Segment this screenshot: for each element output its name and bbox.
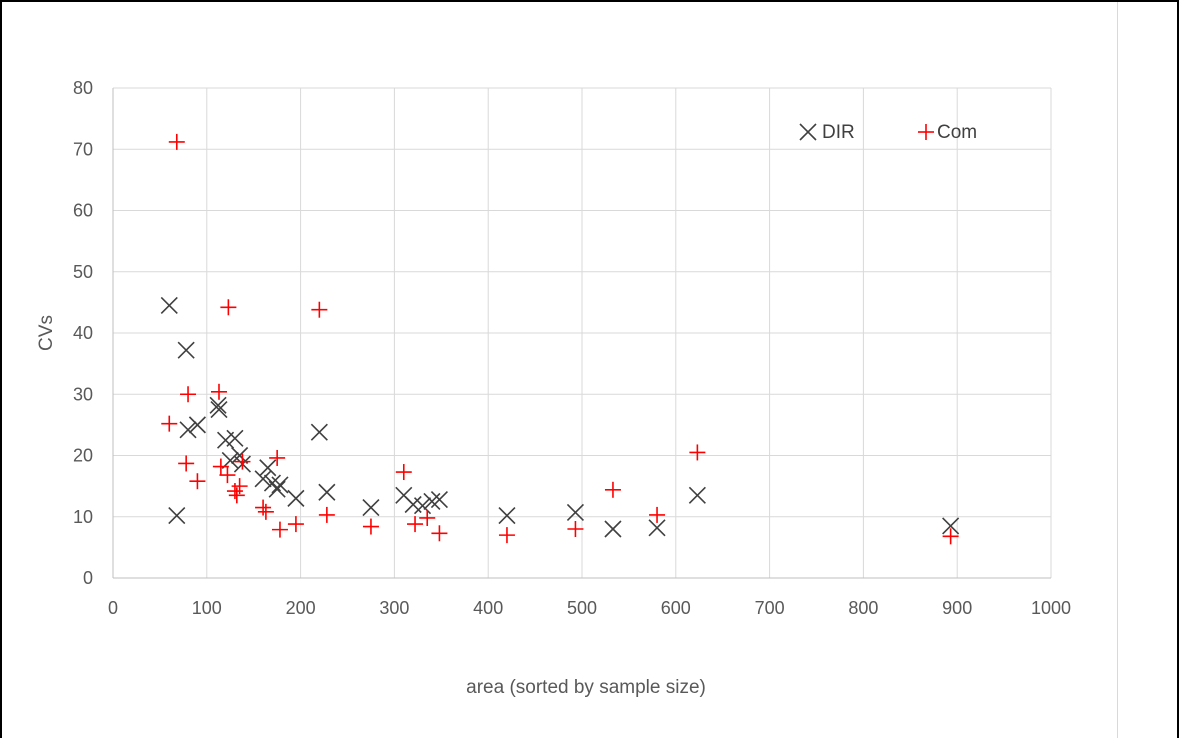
legend-label-dir: DIR: [822, 122, 855, 143]
x-tick-label: 900: [942, 598, 972, 618]
legend-label-com: Com: [937, 122, 977, 143]
y-tick-label: 30: [73, 384, 93, 404]
data-point-dir: [287, 489, 305, 507]
data-point-com: [604, 481, 621, 498]
data-point-com: [419, 509, 436, 526]
data-point-com: [234, 453, 251, 470]
data-point-dir: [430, 491, 448, 509]
legend: DIR Com: [799, 122, 977, 143]
data-point-dir: [318, 483, 336, 501]
data-point-com: [395, 464, 412, 481]
data-point-dir: [268, 480, 286, 498]
data-point-dir: [648, 519, 666, 537]
data-point-dir: [688, 486, 706, 504]
data-point-com: [689, 444, 706, 461]
data-point-com: [311, 301, 328, 318]
data-point-com: [212, 458, 229, 475]
data-point-dir: [423, 492, 441, 511]
x-axis-title: area (sorted by sample size): [466, 677, 706, 698]
data-point-dir: [310, 423, 328, 441]
data-point-dir: [210, 400, 228, 419]
x-tick-label: 1000: [1031, 598, 1071, 618]
data-point-com: [407, 516, 424, 533]
data-point-com: [318, 506, 335, 523]
x-tick-label: 600: [661, 598, 691, 618]
y-tick-label: 10: [73, 507, 93, 527]
data-point-dir: [177, 341, 195, 359]
data-point-dir: [188, 416, 206, 434]
data-point-com: [189, 473, 206, 490]
data-point-dir: [168, 506, 186, 525]
y-tick-label: 0: [83, 568, 93, 588]
data-point-dir: [604, 520, 622, 538]
data-point-dir: [566, 503, 584, 522]
data-point-dir: [160, 296, 178, 315]
data-point-dir: [942, 517, 960, 535]
data-point-com: [168, 133, 185, 150]
gridlines: [113, 87, 1052, 578]
x-tick-label: 100: [192, 598, 222, 618]
y-tick-label: 70: [73, 139, 93, 159]
data-point-com: [220, 299, 237, 316]
data-point-com: [431, 525, 448, 542]
data-point-com: [287, 516, 304, 533]
x-tick-label: 300: [379, 598, 409, 618]
data-point-dir: [179, 421, 197, 439]
data-point-dir: [271, 476, 289, 494]
x-tick-label: 700: [755, 598, 785, 618]
y-tick-labels: 0 10 20 30 40 50 60 70 80: [73, 78, 93, 588]
y-tick-label: 50: [73, 262, 93, 282]
data-point-com: [498, 527, 515, 544]
data-point-dir: [362, 498, 380, 517]
legend-item-com: Com: [918, 122, 977, 143]
legend-symbol-dir: [799, 123, 817, 141]
y-tick-label: 20: [73, 446, 93, 466]
right-divider: [1117, 2, 1118, 738]
data-point-com: [178, 455, 195, 472]
legend-marker-dir: [799, 123, 817, 141]
y-tick-label: 80: [73, 78, 93, 98]
data-point-dir: [259, 459, 277, 477]
data-point-com: [210, 383, 227, 400]
x-tick-label: 200: [286, 598, 316, 618]
data-point-com: [269, 449, 286, 466]
data-point-com: [180, 386, 197, 403]
data-point-dir: [498, 506, 516, 525]
data-point-com: [942, 528, 959, 545]
data-point-com: [231, 478, 248, 495]
y-axis-title: CVs: [36, 315, 57, 351]
legend-item-dir: DIR: [799, 122, 855, 143]
data-point-com: [567, 521, 584, 537]
data-point-com: [257, 503, 274, 520]
x-tick-label: 400: [473, 598, 503, 618]
axis-lines: [112, 88, 1051, 579]
legend-marker-com: [918, 124, 934, 140]
data-markers: [160, 133, 960, 545]
data-point-dir: [226, 429, 244, 447]
data-point-com: [228, 487, 245, 504]
x-tick-labels: 0 100 200 300 400 500 600 700 800 900 1000: [108, 598, 1071, 618]
legend-symbol-com: [918, 124, 934, 140]
x-tick-label: 500: [567, 598, 597, 618]
data-point-com: [649, 506, 666, 523]
data-point-dir: [209, 396, 227, 414]
data-point-dir: [254, 470, 272, 488]
y-tick-label: 60: [73, 201, 93, 221]
y-tick-label: 40: [73, 323, 93, 343]
x-tick-label: 0: [108, 598, 118, 618]
data-point-com: [219, 467, 236, 484]
data-point-com: [161, 415, 178, 432]
data-point-com: [255, 499, 272, 516]
x-tick-label: 800: [848, 598, 878, 618]
data-point-com: [362, 518, 379, 535]
data-point-com: [271, 521, 288, 538]
